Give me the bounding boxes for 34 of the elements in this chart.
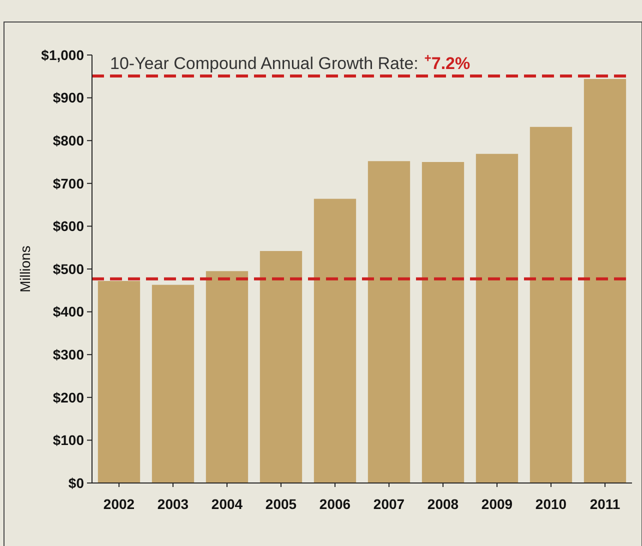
x-tick-label: 2011 — [590, 496, 620, 512]
bar — [422, 162, 464, 483]
y-tick-label: $1,000 — [41, 46, 84, 63]
annotation: $^{+}$7.2% — [424, 51, 470, 73]
y-tick-label: $200 — [52, 389, 84, 406]
bar — [476, 154, 518, 483]
y-tick-label: $600 — [52, 218, 84, 234]
annotation: 10-Year Compound Annual Growth Rate: — [110, 54, 418, 73]
bar — [584, 78, 626, 483]
x-tick-label: 2008 — [427, 496, 459, 512]
bar — [260, 251, 302, 483]
bar — [368, 161, 410, 483]
x-tick-label: 2007 — [373, 496, 405, 512]
x-tick-label: 2010 — [535, 496, 567, 512]
x-tick-label: 2009 — [481, 496, 513, 512]
y-tick-label: $500 — [52, 260, 84, 277]
y-tick-label: $300 — [52, 346, 84, 362]
bar — [206, 271, 248, 483]
y-tick-label: $900 — [52, 90, 84, 106]
y-tick-label: $100 — [52, 432, 84, 448]
x-tick-label: 2005 — [265, 496, 297, 512]
bar — [314, 198, 356, 483]
x-tick-label: 2002 — [103, 496, 135, 512]
y-tick-label: $0 — [68, 474, 84, 491]
y-tick-label: $400 — [52, 304, 84, 320]
y-axis-title: Millions — [17, 246, 33, 292]
bar — [98, 280, 140, 483]
x-tick-label: 2004 — [211, 496, 243, 512]
y-tick-label: $800 — [52, 132, 84, 148]
bar — [152, 284, 194, 483]
x-tick-label: 2006 — [319, 496, 351, 512]
bar — [530, 126, 572, 483]
y-tick-label: $700 — [52, 175, 84, 192]
x-tick-label: 2003 — [157, 496, 189, 512]
